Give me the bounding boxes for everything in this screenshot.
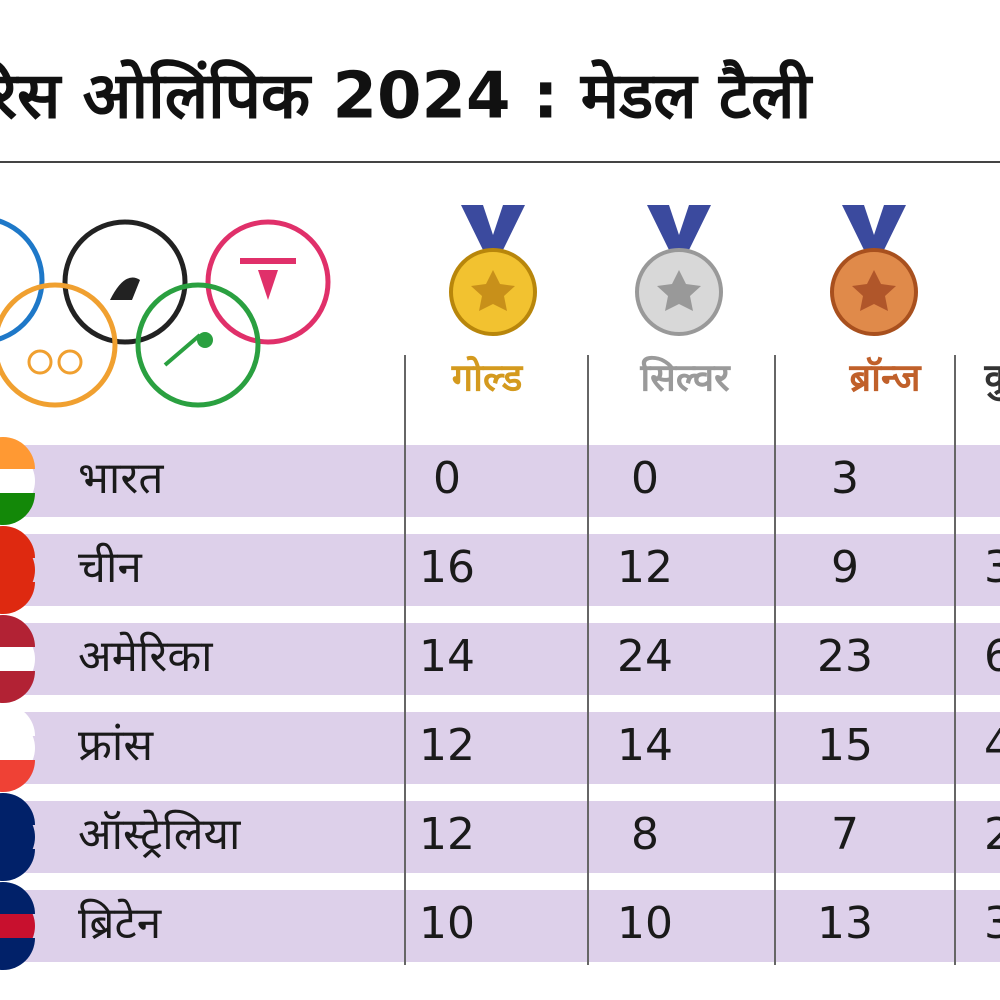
medal-count: 9 xyxy=(831,542,859,593)
flag-part xyxy=(0,938,35,970)
medal-count: 33 xyxy=(984,898,1000,949)
medal-count: 3 xyxy=(998,453,1000,504)
country-flag xyxy=(0,437,35,525)
medal-count: 12 xyxy=(419,720,475,771)
country-name: ब्रिटेन xyxy=(78,898,163,949)
row-background xyxy=(0,445,1000,517)
flag-part xyxy=(0,437,35,469)
medal-count: 8 xyxy=(631,809,659,860)
country-flag xyxy=(0,526,35,614)
row-background xyxy=(0,712,1000,784)
medal-count: 10 xyxy=(617,898,673,949)
medal-count: 0 xyxy=(631,453,659,504)
medal-count: 24 xyxy=(617,631,673,682)
country-name: ऑस्ट्रेलिया xyxy=(78,809,242,860)
column-dividers xyxy=(404,355,956,965)
row-background xyxy=(0,890,1000,962)
medal-count: 0 xyxy=(433,453,461,504)
country-name: चीन xyxy=(78,542,143,593)
flag-part xyxy=(0,760,35,792)
country-flag xyxy=(0,615,35,703)
medal-count: 27 xyxy=(984,809,1000,860)
flag-part xyxy=(0,793,35,825)
medal-count: 13 xyxy=(817,898,873,949)
medal-count: 61 xyxy=(984,631,1000,682)
medal-count: 37 xyxy=(984,542,1000,593)
country-name: अमेरिका xyxy=(78,631,214,682)
rings-illustration xyxy=(0,218,331,408)
row-background xyxy=(0,623,1000,695)
title: पेरिस ओलिंपिक 2024 : मेडल टैली xyxy=(0,59,814,134)
medal-count: 12 xyxy=(617,542,673,593)
medal-count: 10 xyxy=(419,898,475,949)
medal-count: 7 xyxy=(831,809,859,860)
medal-icons xyxy=(449,205,918,336)
row-background xyxy=(0,801,1000,873)
flag-part xyxy=(0,849,35,881)
medal-count: 41 xyxy=(984,720,1000,771)
column-header: सिल्वर xyxy=(639,356,731,400)
medal-count: 14 xyxy=(419,631,475,682)
medal-count: 3 xyxy=(831,453,859,504)
column-header: कुल xyxy=(984,356,1000,402)
flag-part xyxy=(0,615,35,647)
country-flag xyxy=(0,704,35,792)
flag-part xyxy=(0,526,35,558)
medal-count: 15 xyxy=(817,720,873,771)
medal-count: 16 xyxy=(419,542,475,593)
country-flag xyxy=(0,882,35,970)
medal-count: 12 xyxy=(419,809,475,860)
country-flag xyxy=(0,793,35,881)
column-header: ब्रॉन्ज xyxy=(848,356,922,400)
flag-part xyxy=(0,493,35,525)
flag-part xyxy=(0,882,35,914)
flag-part xyxy=(0,704,35,736)
medal-count: 23 xyxy=(817,631,873,682)
column-header: गोल्ड xyxy=(451,356,524,400)
medal-count: 14 xyxy=(617,720,673,771)
country-name: फ्रांस xyxy=(78,720,154,771)
flag-part xyxy=(0,671,35,703)
row-background xyxy=(0,534,1000,606)
country-name: भारत xyxy=(78,453,164,504)
flag-part xyxy=(0,582,35,614)
